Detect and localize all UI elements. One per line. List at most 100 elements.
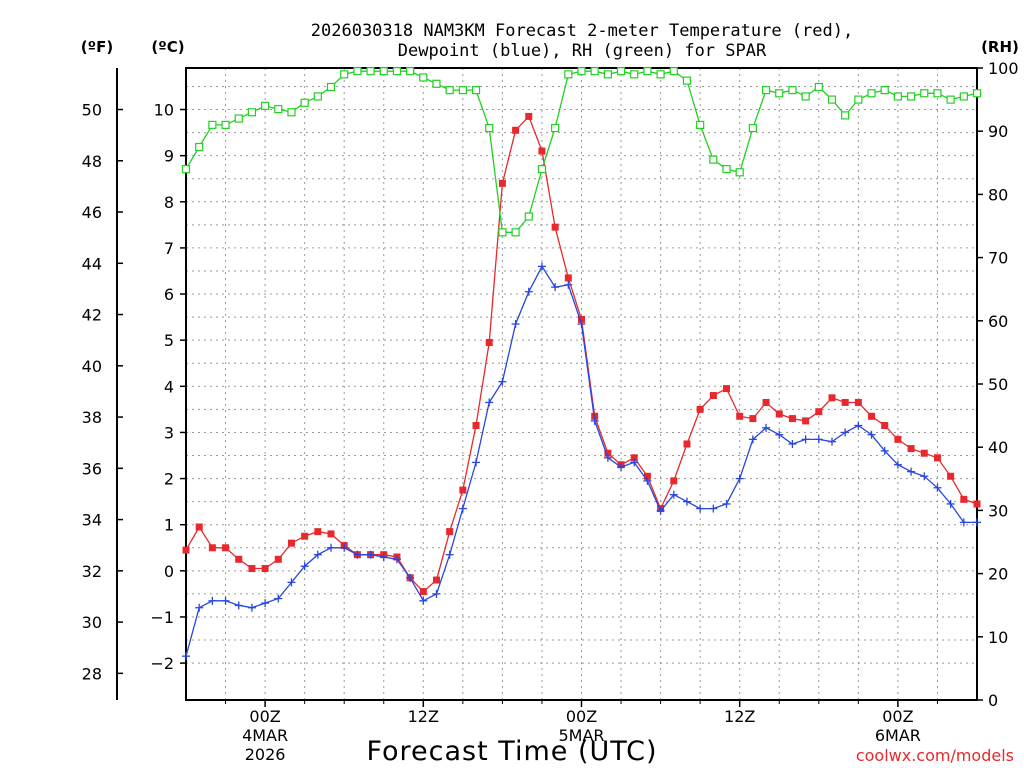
dewpoint-point	[287, 578, 296, 587]
dewpoint-point	[340, 543, 349, 552]
dewpoint-point	[247, 603, 256, 612]
rh-tick-label: 30	[988, 501, 1008, 520]
rh-tick-label: 40	[988, 438, 1008, 457]
fahrenheit-tick-label: 44	[82, 254, 102, 273]
dewpoint-point	[432, 589, 441, 598]
rh-point	[577, 67, 586, 76]
rh-tick-label: 70	[988, 249, 1008, 268]
temperature-point	[551, 223, 559, 231]
rh-point	[471, 86, 481, 95]
fahrenheit-tick-label: 50	[82, 101, 102, 120]
rh-point	[630, 70, 639, 79]
fahrenheit-tick-label: 30	[82, 613, 102, 632]
fahrenheit-tick-label: 28	[82, 664, 102, 683]
rh-point	[498, 228, 507, 237]
temperature-point	[301, 532, 309, 540]
dewpoint-point	[274, 594, 283, 603]
rh-point	[696, 120, 705, 129]
rh-tick-label: 20	[988, 565, 1008, 584]
rh-point	[841, 111, 850, 120]
rh-point	[682, 76, 692, 85]
x-tick-label-time: 00Z	[249, 707, 280, 726]
dewpoint-point	[353, 550, 362, 559]
temperature-point	[775, 410, 783, 418]
dewpoint-point	[801, 435, 810, 444]
dewpoint-point	[867, 430, 876, 439]
rh-point	[458, 86, 467, 95]
x-axis-label: Forecast Time (UTC)	[366, 736, 657, 767]
rh-point	[893, 92, 903, 101]
temperature-point	[446, 528, 454, 536]
dewpoint-point	[379, 552, 388, 561]
series-line-temperature	[185, 115, 978, 593]
fahrenheit-tick-label: 36	[82, 459, 102, 478]
rh-point	[326, 82, 336, 92]
dewpoint-point	[814, 435, 823, 444]
rh-tick-label: 90	[988, 122, 1008, 141]
temperature-point	[881, 422, 889, 430]
fahrenheit-tick-label: 48	[82, 152, 102, 171]
temperature-point	[894, 435, 902, 443]
dewpoint-point	[445, 550, 454, 559]
temperature-point	[762, 398, 770, 406]
celsius-tick-label: 3	[164, 423, 174, 442]
rh-point	[788, 86, 797, 95]
temperature-point	[498, 179, 506, 187]
dewpoint-point	[722, 499, 731, 508]
temperature-point	[815, 408, 823, 416]
temperature-point	[538, 147, 546, 155]
rh-point	[406, 67, 415, 76]
celsius-tick-label: 9	[164, 147, 174, 166]
dewpoint-point	[603, 453, 612, 462]
rh-point	[867, 89, 876, 98]
x-tick-label-time: 00Z	[882, 707, 913, 726]
rh-tick-label: 100	[988, 59, 1019, 78]
rh-point	[181, 165, 191, 174]
dewpoint-point	[590, 416, 599, 425]
rh-point	[880, 86, 889, 95]
rh-point	[801, 92, 810, 101]
rh-point	[761, 86, 771, 95]
fahrenheit-unit-label: (ºF)	[81, 38, 113, 56]
x-tick-label-year: 2026	[245, 745, 286, 764]
rh-tick-label: 0	[988, 691, 998, 710]
dewpoint-point	[933, 483, 942, 492]
x-tick-label-time: 00Z	[566, 707, 597, 726]
dewpoint-point	[458, 504, 467, 513]
rh-point	[854, 95, 863, 104]
fahrenheit-tick-label: 38	[82, 408, 102, 427]
celsius-tick-label: 10	[154, 101, 174, 120]
rh-point	[340, 70, 349, 79]
temperature-point	[643, 472, 651, 480]
rh-point	[946, 95, 955, 104]
dewpoint-point	[973, 518, 981, 527]
rh-point	[366, 67, 375, 76]
dewpoint-point	[208, 596, 217, 605]
rh-point	[959, 92, 968, 101]
temperature-point	[222, 544, 230, 552]
dewpoint-point	[406, 573, 415, 582]
rh-point	[287, 108, 296, 117]
dewpoint-point	[485, 398, 494, 407]
temperature-point	[432, 576, 440, 584]
rh-point	[445, 86, 454, 95]
rh-point	[827, 95, 837, 104]
dewpoint-point	[366, 550, 375, 559]
temperature-point	[525, 112, 533, 120]
temperature-point	[947, 472, 955, 480]
temperature-point	[788, 415, 796, 423]
dewpoint-point	[221, 596, 230, 605]
rh-point	[511, 228, 520, 237]
series-markers-dewpoint	[182, 262, 981, 661]
temperature-point	[723, 385, 731, 393]
rh-point	[485, 123, 494, 133]
chart-title-line1: 2026030318 NAM3KM Forecast 2-meter Tempe…	[311, 21, 853, 41]
temperature-point	[261, 565, 269, 573]
temperature-point	[670, 477, 678, 485]
temperature-point	[182, 546, 190, 554]
dewpoint-point	[841, 428, 850, 437]
celsius-tick-label: 1	[164, 516, 174, 535]
fahrenheit-tick-label: 32	[82, 562, 102, 581]
temperature-point	[604, 449, 612, 457]
